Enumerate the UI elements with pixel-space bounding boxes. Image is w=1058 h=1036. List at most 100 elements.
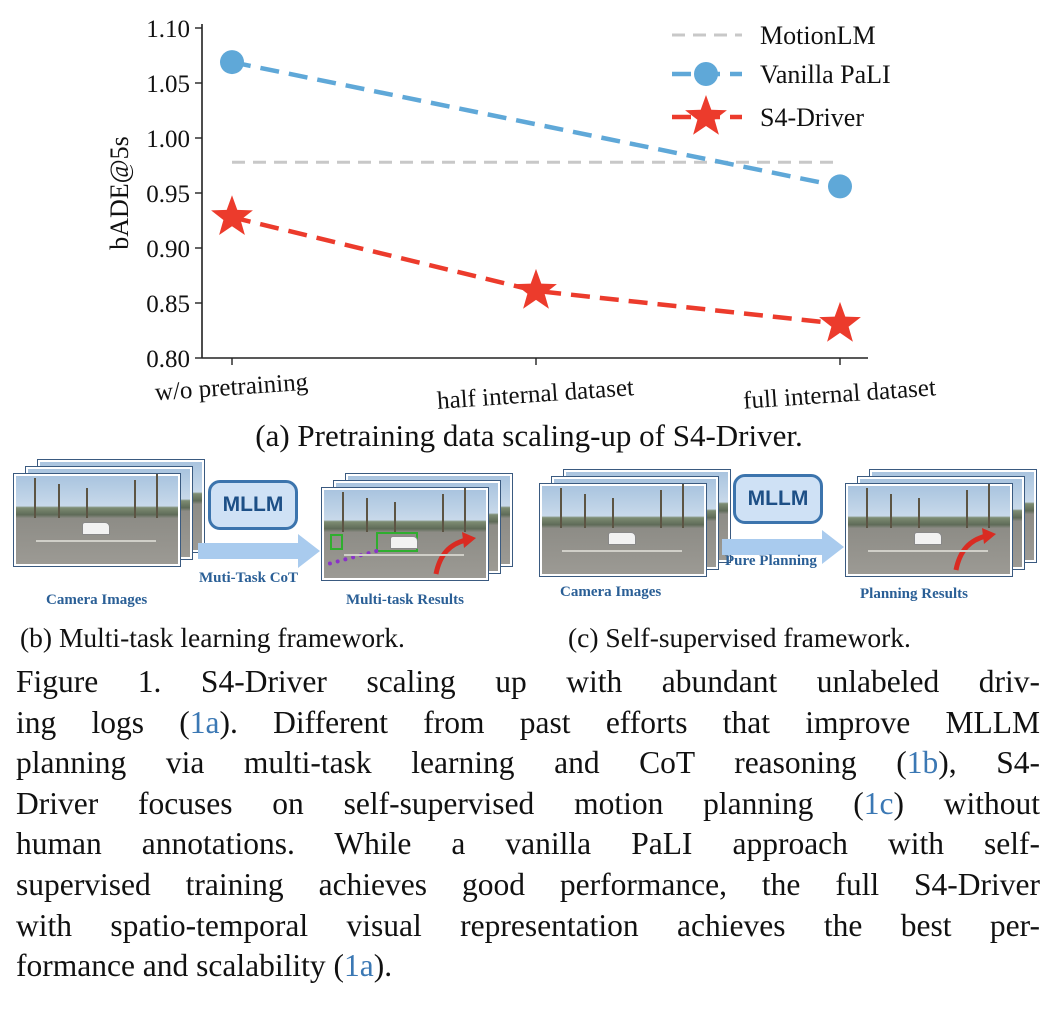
road-marking	[868, 550, 988, 552]
y-tick-label: 0.95	[146, 181, 190, 208]
mllm-box: MLLM	[208, 480, 298, 530]
result-frame	[322, 488, 488, 580]
tree-pole	[394, 502, 396, 532]
panel-b-caption: (b) Multi-task learning framework.	[20, 622, 405, 653]
road-marking	[36, 540, 156, 542]
tree-pole	[918, 498, 920, 528]
scaling-chart: 1.10 1.05 1.00 0.95 0.90 0.85 0.80w/o pretrain…	[105, 16, 937, 415]
vanilla-pali-point	[220, 50, 244, 75]
legend-label: Vanilla PaLI	[760, 60, 891, 89]
road-marking	[562, 550, 682, 552]
tree-pole	[342, 492, 344, 532]
camera-images-label: Camera Images	[560, 584, 662, 600]
caption-text: ).	[373, 948, 393, 984]
tree-pole	[366, 498, 368, 532]
tree-pole	[156, 474, 158, 518]
car	[390, 536, 418, 549]
caption-line: Figure 1. S4-Driver scaling up with abun…	[16, 662, 1040, 703]
y-tick-label: 0.80	[146, 346, 190, 373]
x-tick-label: w/o pretraining	[154, 369, 309, 407]
planned-trajectory-icon	[433, 532, 476, 575]
panel-c-caption: (c) Self-supervised framework.	[568, 622, 911, 653]
flow-arrow	[722, 530, 844, 564]
caption-text: supervised training achieves good perfor…	[16, 866, 1040, 902]
caption-text: planning via multi-task learning and CoT…	[16, 745, 907, 781]
y-tick-label: 1.10	[146, 16, 190, 43]
tree-pole	[560, 488, 562, 528]
tree-pole	[612, 498, 614, 528]
caption-line: planning via multi-task learning and CoT…	[16, 743, 1040, 784]
x-tick-label: full internal dataset	[742, 374, 936, 414]
caption-line: ing logs (1a). Different from past effor…	[16, 703, 1040, 744]
legend-s4-driver-marker	[685, 95, 727, 135]
car	[608, 532, 636, 545]
caption-text: formance and scalability (	[16, 948, 344, 984]
caption-line: supervised training achieves good perfor…	[16, 865, 1040, 906]
caption-line: human annotations. While a vanilla PaLI …	[16, 824, 1040, 865]
arrow-label: Pure Planning	[725, 553, 817, 569]
legend-vanilla-pali-marker	[694, 62, 718, 86]
tree-pole	[660, 490, 662, 528]
camera-images-label: Camera Images	[46, 592, 148, 608]
caption-line: formance and scalability (1a).	[16, 946, 1040, 987]
y-tick-label: 1.00	[146, 126, 190, 153]
flow-arrow	[198, 534, 320, 568]
chart-caption: (a) Pretraining data scaling-up of S4-Dr…	[255, 418, 803, 453]
caption-text: human annotations. While a vanilla PaLI …	[16, 826, 1040, 862]
vanilla-pali-point	[828, 174, 852, 199]
car	[914, 532, 942, 545]
tree-pole	[442, 494, 444, 532]
caption-text: ing logs (	[16, 704, 190, 740]
tree-pole	[988, 484, 990, 528]
planning-results-label: Planning Results	[860, 586, 968, 602]
caption-text: Figure 1. S4-Driver scaling up with abun…	[16, 664, 1040, 699]
caption-text: ). Different from past efforts that impr…	[219, 704, 1040, 740]
s4-driver-line	[231, 215, 841, 327]
s4-driver-point	[819, 301, 861, 342]
panel-c-diagram: MLLM Pure Planning Camera Images Plannin…	[530, 462, 1050, 612]
tree-pole	[890, 494, 892, 528]
tree-pole	[134, 480, 136, 518]
tree-pole	[584, 494, 586, 528]
tree-pole	[464, 488, 466, 532]
tree-pole	[682, 484, 684, 528]
y-tick-label: 1.05	[146, 71, 190, 98]
x-tick-label: half internal dataset	[436, 374, 635, 415]
vanilla-pali-line	[231, 59, 841, 189]
caption-text: Driver focuses on self-supervised motion…	[16, 785, 864, 821]
caption-text: ) without	[893, 785, 1040, 821]
caption-line: with spatio-temporal visual representati…	[16, 906, 1040, 947]
y-tick-label: 0.90	[146, 236, 190, 263]
caption-text: ), S4-	[938, 745, 1040, 781]
y-axis-label: bADE@5s	[105, 136, 134, 250]
detection-box	[330, 534, 343, 550]
arrow-label: Muti-Task CoT	[199, 570, 299, 586]
caption-line: Driver focuses on self-supervised motion…	[16, 784, 1040, 825]
tree-pole	[966, 490, 968, 528]
camera-frame	[540, 484, 706, 576]
chart-legend: MotionLM Vanilla PaLI S4-Driver	[672, 21, 891, 135]
figure-caption: Figure 1. S4-Driver scaling up with abun…	[16, 662, 1040, 987]
figure-ref-link[interactable]: 1a	[343, 948, 374, 984]
cot-trajectory	[327, 548, 379, 566]
legend-label: MotionLM	[760, 21, 876, 50]
figure-ref-link[interactable]: 1b	[906, 745, 939, 781]
result-frame	[846, 484, 1012, 576]
caption-text: with spatio-temporal visual representati…	[16, 907, 1040, 943]
s4-driver-point	[211, 195, 253, 235]
y-tick-label: 0.85	[146, 291, 190, 318]
multitask-results-label: Multi-task Results	[346, 592, 464, 608]
mllm-box: MLLM	[733, 474, 823, 524]
chart-series	[211, 50, 861, 342]
tree-pole	[34, 478, 36, 518]
car	[82, 522, 110, 535]
tree-pole	[866, 488, 868, 528]
tree-pole	[86, 488, 88, 518]
tree-pole	[58, 484, 60, 518]
legend-label: S4-Driver	[760, 103, 864, 132]
figure-ref-link[interactable]: 1c	[863, 785, 894, 821]
figure-ref-link[interactable]: 1a	[189, 704, 220, 740]
camera-frame	[14, 474, 180, 566]
panel-b-diagram: MLLM Muti-Task CoT Camera Images Multi-t…	[0, 460, 520, 612]
road-marking	[344, 554, 464, 556]
